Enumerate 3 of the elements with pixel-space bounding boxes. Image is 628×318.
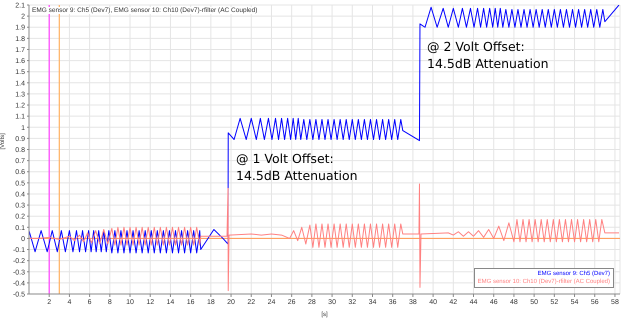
annotation: @ 2 Volt Offset: 14.5dB Attenuation [427, 38, 549, 72]
line-series [29, 183, 620, 292]
annotation: @ 1 Volt Offset: 14.5dB Attenuation [236, 150, 358, 184]
